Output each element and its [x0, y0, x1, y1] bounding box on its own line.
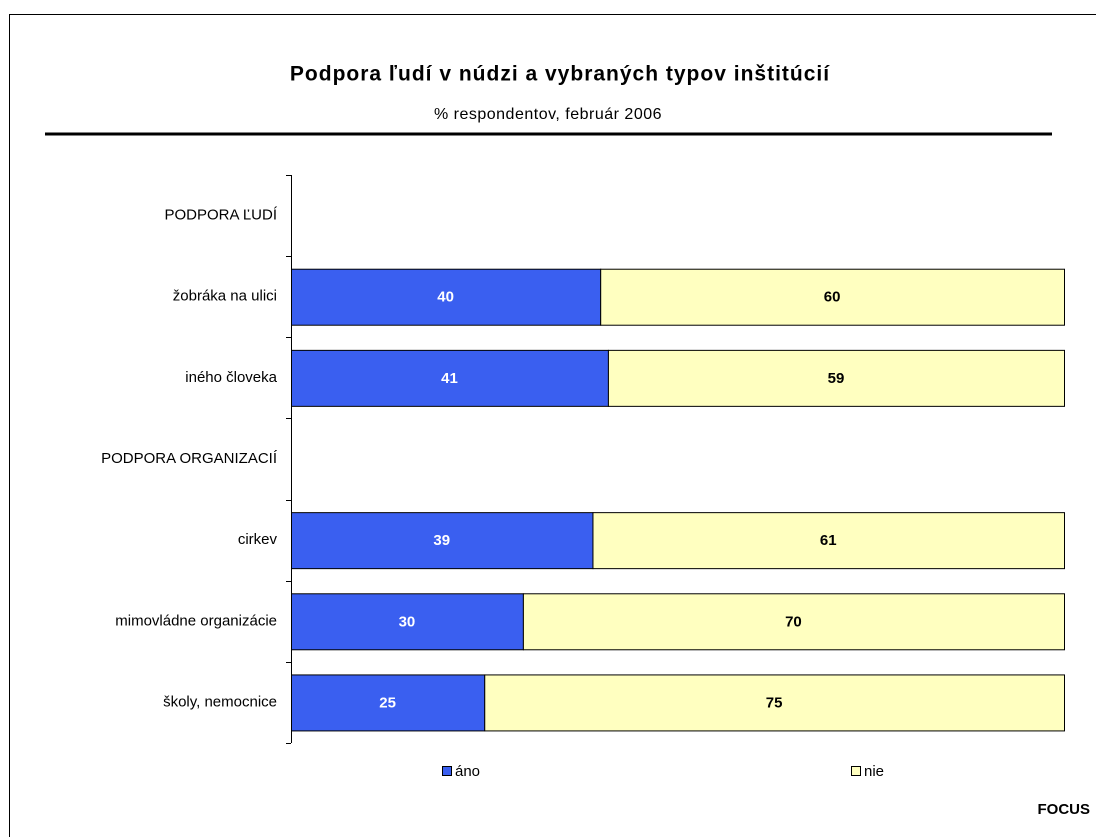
value-label: 59	[828, 370, 845, 387]
bar-segment	[600, 268, 1065, 326]
legend-swatch	[442, 766, 452, 776]
bar-segment	[484, 674, 1065, 732]
y-tick-label: žobráka na ulici	[173, 288, 277, 305]
bar-segment	[592, 512, 1065, 570]
legend-label: nie	[864, 763, 884, 780]
bar-segment	[291, 674, 486, 732]
bar-segment	[291, 593, 524, 651]
value-label: 70	[785, 613, 802, 630]
y-tick-label: iného človeka	[185, 369, 277, 386]
bar-segment	[522, 593, 1065, 651]
chart-subtitle: % respondentov, február 2006	[434, 106, 662, 123]
value-label: 25	[379, 694, 396, 711]
y-tick-label: PODPORA ĽUDÍ	[164, 207, 277, 224]
value-label: 61	[820, 532, 837, 549]
value-label: 41	[441, 370, 458, 387]
legend-label: áno	[455, 763, 480, 780]
bar-segment	[291, 512, 594, 570]
bar-segment	[291, 268, 602, 326]
bar-segment	[607, 349, 1065, 407]
value-label: 30	[399, 613, 416, 630]
frame	[9, 14, 1096, 837]
chart-title: Podpora ľudí v núdzi a vybraných typov i…	[290, 63, 830, 86]
value-label: 60	[824, 289, 841, 306]
value-label: 40	[437, 289, 454, 306]
legend-swatch	[851, 766, 861, 776]
y-tick-label: PODPORA ORGANIZACIÍ	[101, 450, 278, 467]
value-label: 39	[433, 532, 450, 549]
y-tick-label: cirkev	[238, 531, 278, 548]
y-tick-label: školy, nemocnice	[163, 693, 277, 710]
y-tick-label: mimovládne organizácie	[115, 612, 277, 629]
source: FOCUS	[1038, 801, 1091, 818]
value-label: 75	[766, 694, 783, 711]
